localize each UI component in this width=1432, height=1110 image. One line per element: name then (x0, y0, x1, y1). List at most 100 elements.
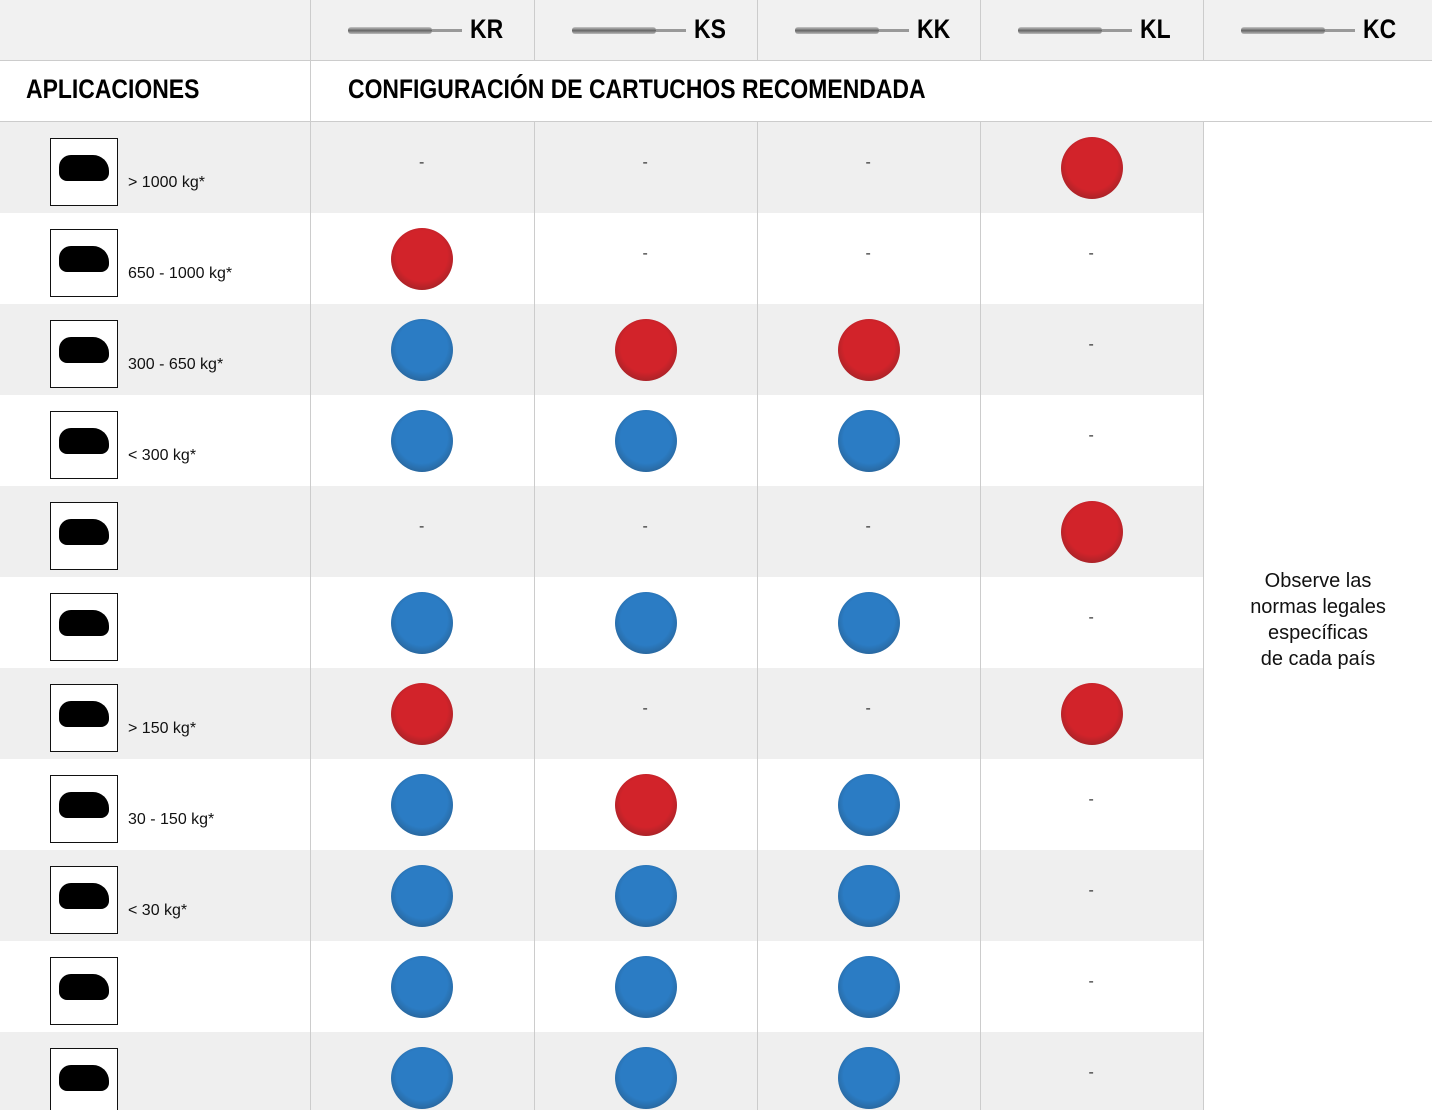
cartridge-disc (837, 318, 900, 381)
animal-silhouette (59, 337, 109, 363)
cartridge-tip (1325, 29, 1355, 32)
column-line (757, 122, 758, 1110)
empty-cell: - (1088, 972, 1094, 990)
cartridge-disc (614, 409, 677, 472)
subheader-line (0, 121, 1432, 122)
row-bg (0, 850, 1203, 941)
cartridge-tip (1102, 29, 1132, 32)
note-line: específicas (1267, 622, 1369, 644)
column-header: KL (1140, 14, 1171, 44)
empty-cell: - (865, 517, 871, 535)
cartridge-disc (837, 1046, 900, 1109)
animal-icon (50, 1048, 118, 1110)
cartridge-icon (348, 27, 432, 34)
cartridge-disc (391, 955, 453, 1018)
empty-cell: - (1088, 790, 1094, 808)
empty-cell: - (1088, 335, 1094, 353)
cartridge-disc (1060, 136, 1123, 199)
animal-icon (50, 411, 118, 479)
empty-cell: - (419, 517, 425, 535)
cartridge-icon (572, 27, 656, 34)
cartridge-disc (391, 591, 453, 654)
row-bg (0, 486, 1203, 577)
weight-label: < 30 kg* (128, 902, 188, 919)
empty-cell: - (642, 699, 648, 717)
animal-icon (50, 502, 118, 570)
header-bar (0, 0, 1432, 60)
cartridge-disc (1060, 682, 1123, 745)
column-header: KR (470, 14, 504, 44)
weight-label: 300 - 650 kg* (128, 356, 224, 373)
cartridge-disc (837, 409, 900, 472)
animal-silhouette (59, 519, 109, 545)
cartridge-tip (879, 29, 909, 32)
row-bg (0, 304, 1203, 395)
empty-cell: - (865, 244, 871, 262)
empty-cell: - (865, 153, 871, 171)
animal-silhouette (59, 701, 109, 727)
animal-silhouette (59, 246, 109, 272)
column-header: KK (917, 14, 951, 44)
cartridge-disc (837, 591, 900, 654)
empty-cell: - (642, 244, 648, 262)
animal-icon (50, 229, 118, 297)
column-line (1203, 122, 1204, 1110)
cartridge-disc (837, 955, 900, 1018)
animal-silhouette (59, 974, 109, 1000)
empty-cell: - (865, 699, 871, 717)
column-line (534, 122, 535, 1110)
animal-icon (50, 593, 118, 661)
cartridge-disc (391, 773, 453, 836)
animal-silhouette (59, 1065, 109, 1091)
cartridge-disc (837, 864, 900, 927)
empty-cell: - (1088, 426, 1094, 444)
empty-cell: - (642, 517, 648, 535)
column-line (980, 0, 981, 60)
note-line: normas legales (1250, 596, 1386, 618)
animal-icon (50, 957, 118, 1025)
animal-silhouette (59, 883, 109, 909)
cartridge-disc (391, 864, 453, 927)
column-header: KC (1363, 14, 1397, 44)
cartridge-icon (1241, 27, 1325, 34)
note-line: Observe las (1264, 570, 1372, 592)
note-line: de cada país (1260, 648, 1376, 670)
animal-silhouette (59, 792, 109, 818)
weight-label: 650 - 1000 kg* (128, 265, 233, 282)
animal-icon (50, 866, 118, 934)
empty-cell: - (642, 153, 648, 171)
cartridge-disc (1060, 500, 1123, 563)
cartridge-disc (614, 1046, 677, 1109)
cartridge-disc (614, 864, 677, 927)
cartridge-disc (614, 591, 677, 654)
cartridge-disc (391, 1046, 453, 1109)
column-line (310, 0, 311, 60)
column-line (310, 60, 311, 122)
animal-silhouette (59, 428, 109, 454)
cartridge-icon (1018, 27, 1102, 34)
empty-cell: - (1088, 244, 1094, 262)
cartridge-disc (837, 773, 900, 836)
row-bg (0, 668, 1203, 759)
weight-label: > 1000 kg* (128, 174, 205, 191)
cartridge-disc (391, 318, 453, 381)
weight-label: < 300 kg* (128, 447, 197, 464)
cartridge-disc (614, 773, 677, 836)
column-line (1203, 0, 1204, 60)
empty-cell: - (1088, 881, 1094, 899)
cartridge-icon (795, 27, 879, 34)
row-bg (0, 122, 1203, 213)
column-header: KS (694, 14, 726, 44)
animal-icon (50, 138, 118, 206)
configuration-title: CONFIGURACIÓN DE CARTUCHOS RECOMENDADA (348, 74, 926, 104)
empty-cell: - (419, 153, 425, 171)
column-line (757, 0, 758, 60)
column-line (534, 0, 535, 60)
animal-silhouette (59, 610, 109, 636)
cartridge-disc (614, 955, 677, 1018)
weight-label: 30 - 150 kg* (128, 811, 215, 828)
cartridge-disc (614, 318, 677, 381)
column-line (310, 122, 311, 1110)
empty-cell: - (1088, 1063, 1094, 1081)
